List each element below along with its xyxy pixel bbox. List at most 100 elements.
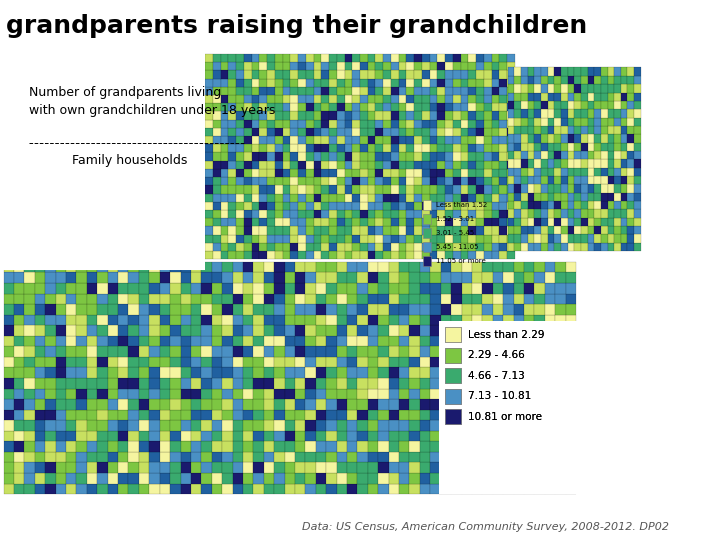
Bar: [627, 143, 634, 151]
Bar: [462, 283, 472, 294]
Bar: [264, 304, 274, 315]
Bar: [220, 111, 228, 120]
Bar: [357, 304, 368, 315]
Bar: [97, 336, 108, 346]
Bar: [267, 79, 275, 87]
Bar: [453, 161, 461, 169]
Bar: [561, 193, 567, 201]
Bar: [594, 143, 600, 151]
Bar: [243, 431, 253, 441]
Bar: [431, 473, 441, 483]
Bar: [601, 101, 608, 109]
Bar: [567, 201, 575, 210]
Bar: [545, 410, 555, 420]
Bar: [352, 177, 360, 185]
Bar: [252, 79, 259, 87]
Bar: [547, 143, 554, 151]
Bar: [337, 452, 347, 462]
Bar: [462, 452, 472, 462]
Bar: [383, 144, 391, 152]
Bar: [431, 410, 441, 420]
Bar: [581, 126, 588, 134]
Bar: [236, 87, 244, 95]
Bar: [149, 483, 160, 494]
Bar: [295, 441, 305, 452]
Bar: [35, 336, 45, 346]
Bar: [202, 336, 212, 346]
Bar: [352, 70, 360, 79]
Bar: [545, 294, 555, 304]
Bar: [233, 389, 243, 399]
Bar: [468, 185, 476, 193]
Text: 7.13 - 10.81: 7.13 - 10.81: [468, 392, 531, 401]
Bar: [259, 128, 267, 136]
Bar: [212, 431, 222, 441]
Bar: [575, 126, 581, 134]
Bar: [621, 201, 627, 210]
Bar: [108, 262, 118, 273]
Bar: [492, 431, 503, 441]
Bar: [420, 399, 431, 410]
Bar: [347, 473, 357, 483]
Bar: [476, 169, 484, 177]
Bar: [534, 243, 541, 251]
Bar: [621, 176, 627, 184]
Bar: [547, 167, 554, 176]
Bar: [35, 441, 45, 452]
Bar: [87, 473, 97, 483]
Bar: [76, 389, 87, 399]
Bar: [368, 294, 378, 304]
Bar: [295, 325, 305, 336]
Bar: [541, 143, 547, 151]
Bar: [468, 95, 476, 103]
Bar: [508, 126, 514, 134]
Bar: [391, 169, 399, 177]
Bar: [290, 210, 298, 218]
Bar: [228, 177, 236, 185]
Bar: [316, 452, 326, 462]
Bar: [410, 262, 420, 273]
Bar: [55, 283, 66, 294]
Bar: [554, 68, 561, 76]
Bar: [614, 134, 621, 143]
Bar: [368, 70, 376, 79]
Bar: [500, 152, 507, 161]
Bar: [541, 101, 547, 109]
Bar: [422, 62, 430, 70]
Bar: [484, 62, 492, 70]
Bar: [399, 315, 410, 325]
Bar: [326, 441, 337, 452]
Bar: [503, 294, 513, 304]
Bar: [24, 346, 35, 357]
Bar: [222, 367, 233, 378]
Bar: [108, 294, 118, 304]
Bar: [468, 243, 476, 251]
Bar: [220, 95, 228, 103]
Bar: [608, 218, 614, 226]
Bar: [414, 169, 422, 177]
Bar: [581, 243, 588, 251]
Bar: [507, 202, 515, 210]
Bar: [76, 262, 87, 273]
Bar: [35, 315, 45, 325]
Bar: [4, 410, 14, 420]
Bar: [461, 111, 468, 120]
Bar: [462, 346, 472, 357]
Bar: [212, 483, 222, 494]
Bar: [282, 193, 290, 202]
Bar: [14, 346, 24, 357]
Bar: [513, 441, 524, 452]
Bar: [431, 431, 441, 441]
Bar: [554, 234, 561, 243]
Bar: [561, 226, 567, 234]
Bar: [170, 483, 181, 494]
Bar: [468, 87, 476, 95]
Bar: [236, 234, 244, 243]
Bar: [228, 210, 236, 218]
Bar: [391, 177, 399, 185]
Bar: [274, 304, 284, 315]
Bar: [566, 262, 576, 273]
Bar: [55, 441, 66, 452]
Bar: [45, 336, 55, 346]
Bar: [472, 367, 482, 378]
